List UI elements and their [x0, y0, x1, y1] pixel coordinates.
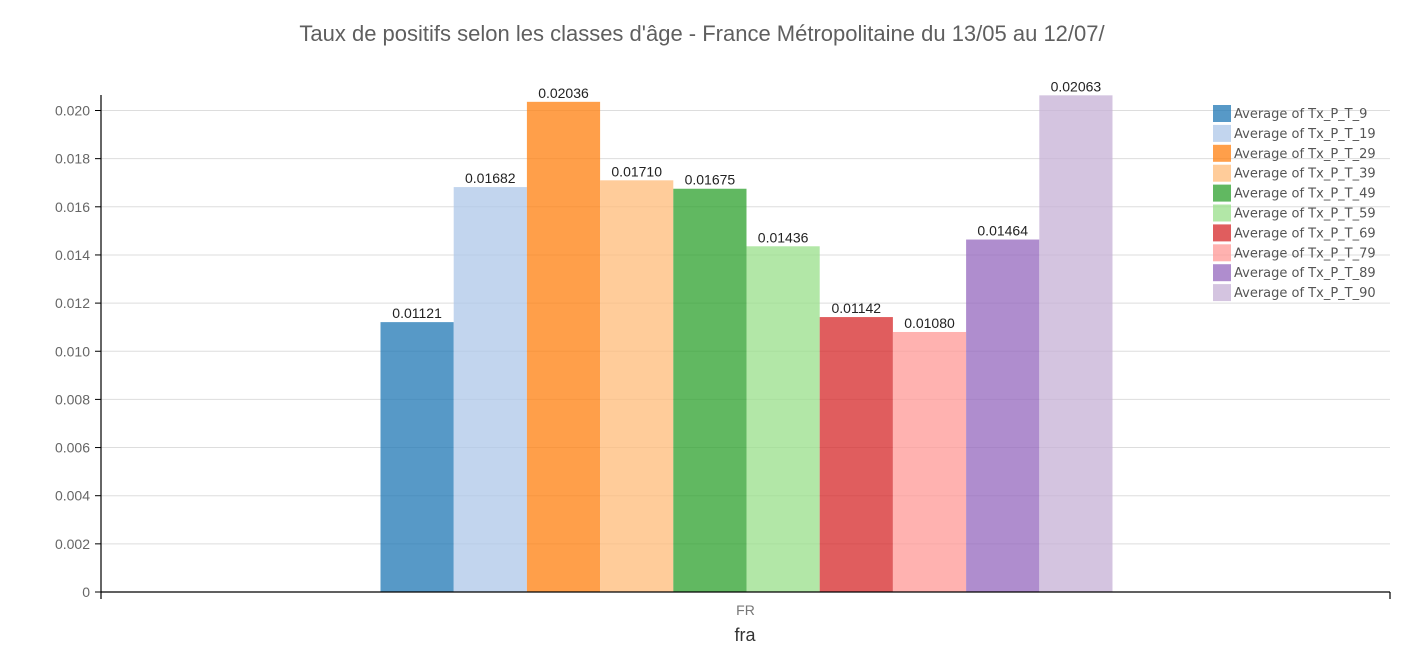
y-tick-label: 0.018 [55, 151, 90, 167]
legend-label[interactable]: Average of Tx_P_T_39 [1234, 167, 1376, 182]
legend-label[interactable]: Average of Tx_P_T_59 [1234, 207, 1376, 222]
legend-label[interactable]: Average of Tx_P_T_29 [1234, 147, 1376, 162]
x-tick-label: FR [736, 602, 755, 618]
bar-value-label: 0.01142 [832, 300, 882, 316]
y-tick-label: 0.006 [55, 440, 90, 456]
legend-swatch[interactable] [1213, 105, 1231, 122]
legend-swatch[interactable] [1213, 244, 1231, 262]
y-tick-label: 0.016 [55, 199, 90, 215]
bar[interactable] [600, 180, 674, 592]
bar[interactable] [966, 239, 1040, 593]
bar-value-label: 0.01080 [904, 315, 955, 331]
legend-swatch[interactable] [1213, 264, 1231, 282]
y-tick-label: 0.004 [55, 488, 90, 504]
legend-swatch[interactable] [1213, 224, 1231, 242]
bars [380, 95, 1113, 593]
bar-value-label: 0.02036 [538, 85, 589, 101]
bar-value-labels: 0.01121 0.01682 0.02036 0.01710 0.01675 0.014… [392, 78, 1101, 331]
y-tick-label: 0.002 [55, 536, 90, 552]
bar[interactable] [746, 246, 820, 592]
y-tick-label: 0.020 [55, 103, 90, 119]
bar[interactable] [1039, 95, 1113, 592]
x-axis-ticks: FR [736, 602, 755, 618]
y-axis-ticks: 0 0.002 0.004 0.006 0.008 0.010 0.012 0.014 0.01… [55, 103, 101, 600]
legend-label[interactable]: Average of Tx_P_T_49 [1234, 187, 1376, 202]
bar[interactable] [892, 331, 967, 592]
legend: Average of Tx_P_T_9 Average of Tx_P_T_19 A… [1213, 105, 1376, 302]
bar[interactable] [673, 188, 747, 592]
bar-value-label: 0.01710 [611, 163, 662, 179]
y-tick-label: 0.012 [55, 295, 90, 311]
legend-swatch[interactable] [1213, 184, 1231, 202]
bar-value-label: 0.02063 [1051, 78, 1102, 94]
axes [100, 95, 1391, 599]
legend-swatch[interactable] [1213, 144, 1231, 162]
bar[interactable] [526, 101, 601, 592]
legend-swatch[interactable] [1213, 284, 1231, 302]
bar-value-label: 0.01436 [758, 229, 809, 245]
legend-swatch[interactable] [1213, 124, 1231, 142]
bar[interactable] [453, 187, 527, 592]
legend-label[interactable]: Average of Tx_P_T_19 [1234, 127, 1376, 142]
bar-value-label: 0.01121 [392, 305, 442, 321]
legend-label[interactable]: Average of Tx_P_T_79 [1234, 246, 1376, 261]
legend-swatch[interactable] [1213, 204, 1231, 222]
y-tick-label: 0.014 [55, 247, 90, 263]
bar-value-label: 0.01464 [977, 223, 1028, 239]
y-tick-label: 0.010 [55, 343, 90, 359]
bar[interactable] [819, 317, 893, 592]
chart-title: Taux de positifs selon les classes d'âge… [299, 21, 1105, 46]
x-axis-label: fra [734, 625, 756, 645]
y-tick-label: 0 [82, 584, 90, 600]
legend-label[interactable]: Average of Tx_P_T_89 [1234, 266, 1376, 281]
bar-value-label: 0.01682 [465, 170, 516, 186]
legend-label[interactable]: Average of Tx_P_T_90 [1234, 286, 1376, 301]
y-tick-label: 0.008 [55, 391, 90, 407]
bar[interactable] [380, 322, 454, 592]
bar-value-label: 0.01675 [685, 172, 736, 188]
legend-label[interactable]: Average of Tx_P_T_9 [1234, 107, 1367, 122]
legend-label[interactable]: Average of Tx_P_T_69 [1234, 226, 1376, 241]
legend-swatch[interactable] [1213, 164, 1231, 182]
